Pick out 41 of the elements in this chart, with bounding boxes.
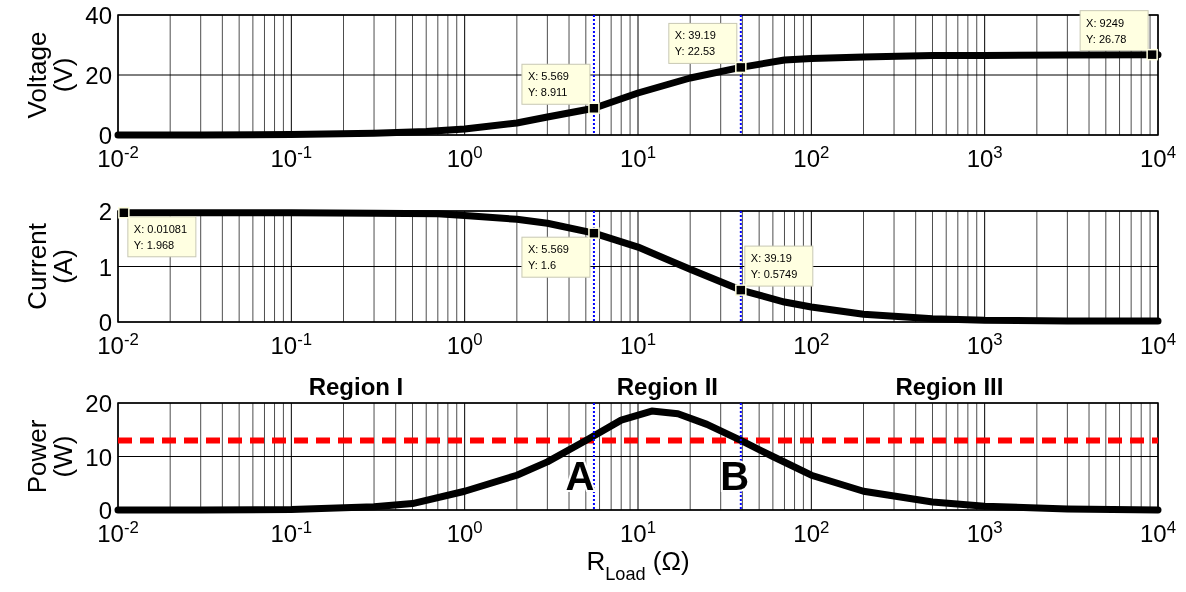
x-tick-label: 10$^{1}$: [619, 142, 657, 172]
x-tick-label: 10$^{0}$: [446, 142, 483, 172]
annotation: X: 39.19 Y: 22.53: [674, 29, 716, 58]
y-axis-title: Power (W): [22, 419, 78, 494]
x-tick-label: 10$^{4}$: [1139, 517, 1177, 547]
x-tick-label: 10$^{2}$: [793, 517, 830, 547]
y-tick-label: 0: [98, 497, 112, 524]
text: Region I: [308, 373, 404, 400]
x-tick-label: 10$^{-1}$: [270, 517, 313, 547]
x-tick-label: 10$^{0}$: [446, 517, 483, 547]
x-tick-label: 10$^{4}$: [1139, 329, 1177, 359]
y-tick-label: 20: [85, 390, 112, 417]
annotation: A: [565, 454, 595, 499]
y-axis-title: Voltage (V): [22, 31, 78, 119]
x-tick-label: 10$^{-1}$: [270, 142, 313, 172]
x-tick-label: 10$^{3}$: [966, 142, 1003, 172]
y-tick-label: 2: [98, 198, 112, 225]
x-tick-label: 10$^{4}$: [1139, 142, 1177, 172]
text: Region II: [616, 373, 719, 400]
y-tick-label: 1: [98, 253, 112, 281]
annotation: X: 0.01081 Y: 1.968: [133, 222, 188, 251]
y-tick-label: 10: [85, 443, 112, 471]
annotation: X: 5.569 Y: 8.911: [527, 70, 569, 99]
annotation: X: 5.569 Y: 1.6: [527, 243, 569, 272]
y-axis-title: Current (A): [22, 222, 78, 310]
x-tick-label: 10$^{1}$: [619, 517, 657, 547]
x-tick-label: 10$^{2}$: [793, 142, 830, 172]
x-tick-label: 10$^{3}$: [966, 517, 1003, 547]
x-axis-title: R$_{Load}$ (Ω): [586, 546, 690, 584]
x-tick-label: 10$^{1}$: [619, 329, 657, 359]
y-tick-label: 20: [85, 62, 112, 89]
y-tick-label: 0: [98, 122, 112, 149]
x-tick-label: 10$^{-1}$: [270, 329, 313, 359]
y-tick-label: 0: [98, 309, 112, 336]
annotation: X: 39.19 Y: 0.5749: [750, 252, 798, 281]
x-tick-label: 10$^{0}$: [446, 329, 483, 359]
x-tick-label: 10$^{3}$: [966, 329, 1003, 359]
text: Region III: [895, 373, 1004, 400]
annotation: X: 9249 Y: 26.78: [1086, 16, 1127, 45]
x-tick-label: 10$^{2}$: [793, 329, 830, 359]
y-tick-label: 40: [85, 2, 112, 29]
